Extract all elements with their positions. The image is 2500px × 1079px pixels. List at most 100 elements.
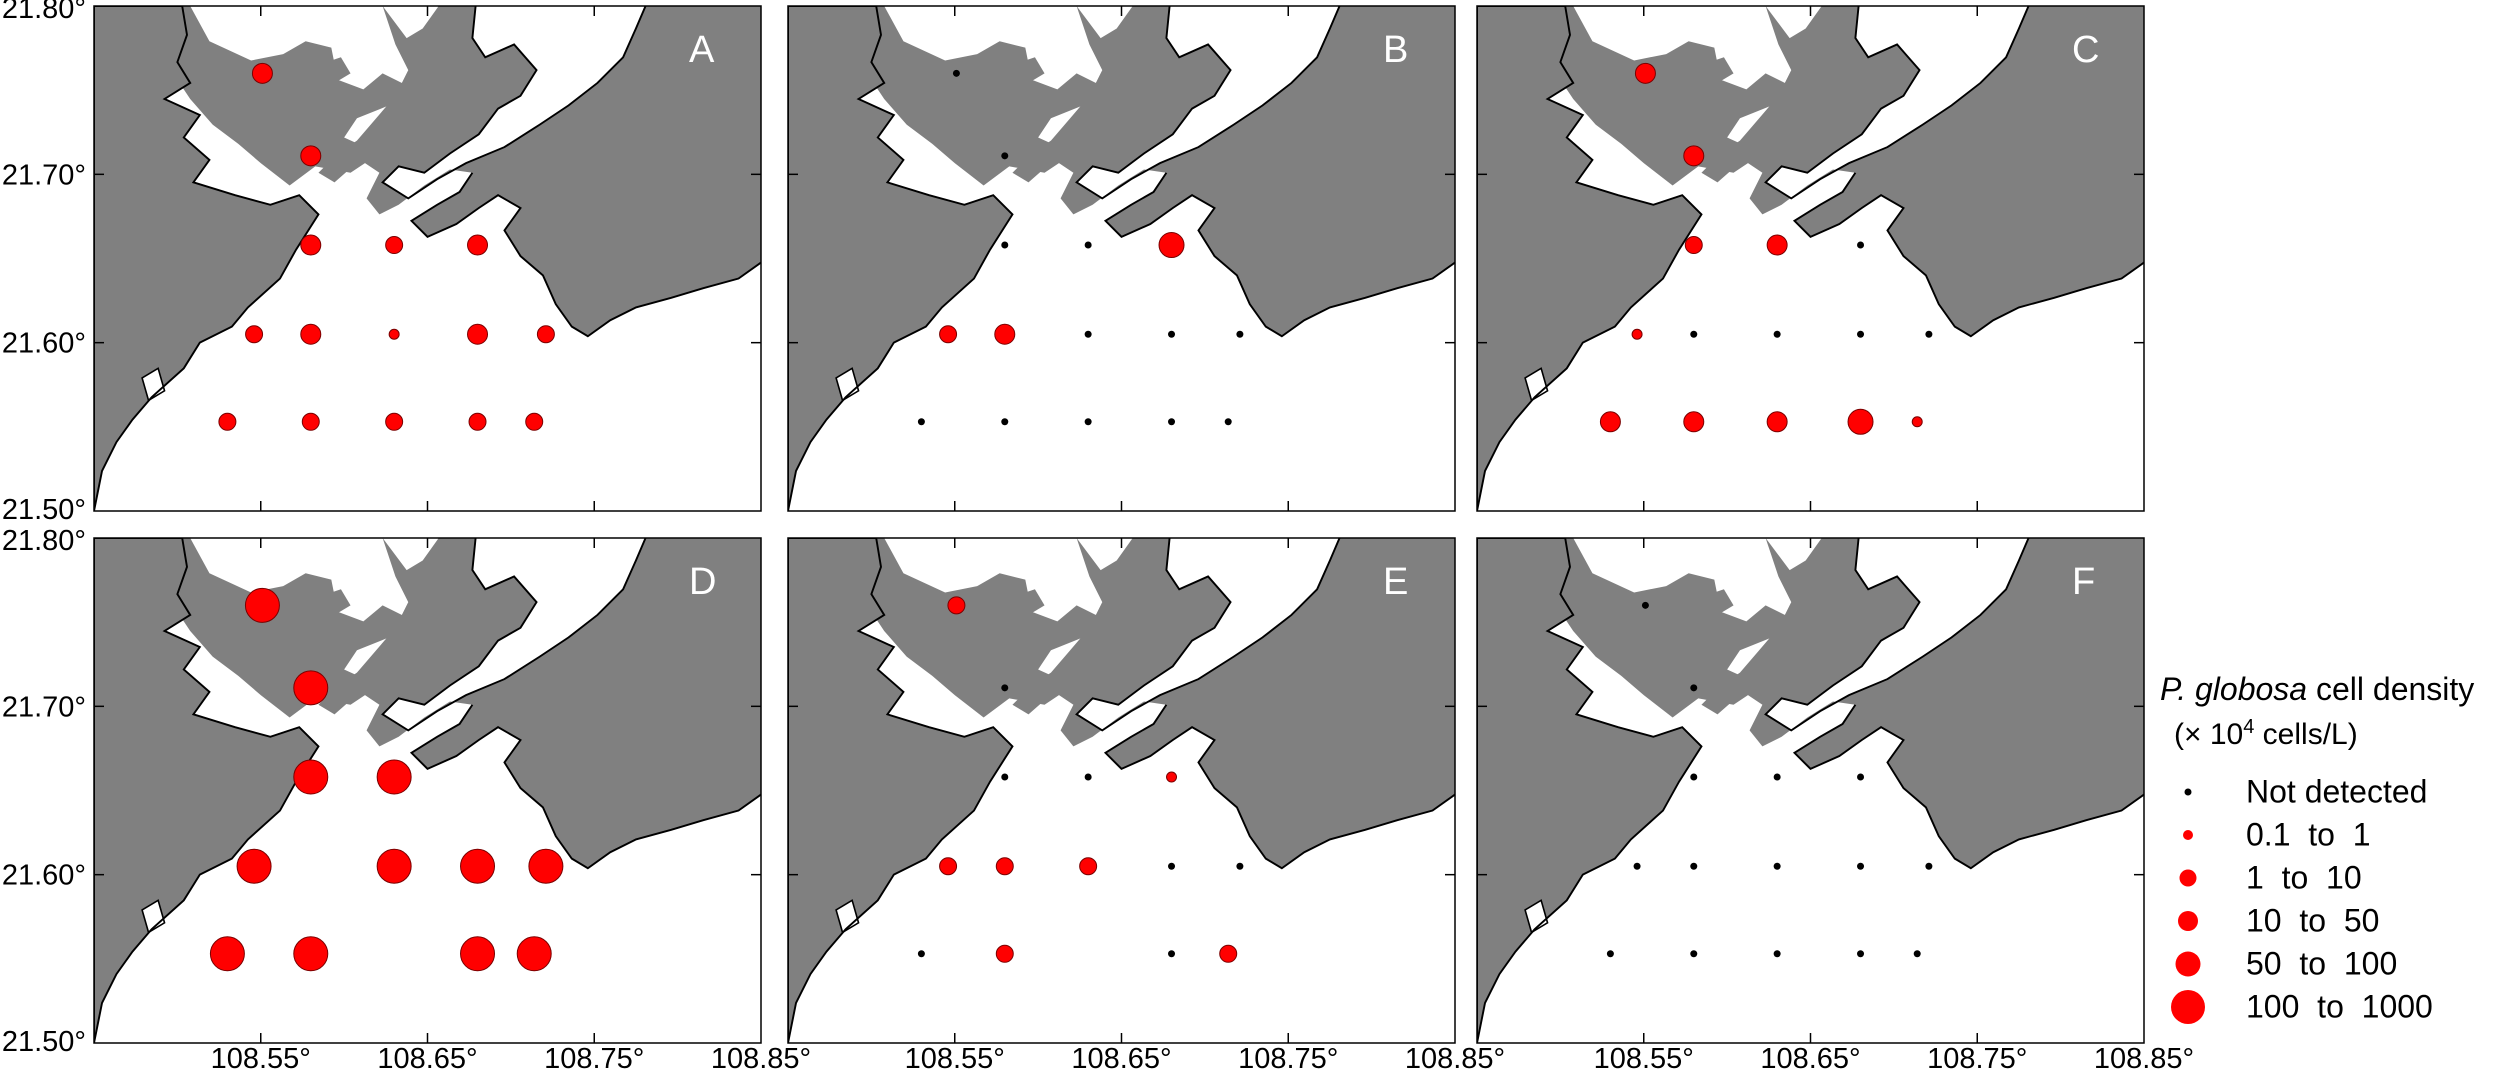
- station-point-density-3: [300, 323, 322, 345]
- station-point-density-2: [525, 412, 544, 431]
- x-tick-label: 108.55°: [905, 1043, 1005, 1075]
- legend-symbol-density-3: [2178, 910, 2198, 931]
- station-point-not-detected: [1084, 330, 1092, 338]
- x-tick-label: 108.75°: [1238, 1043, 1338, 1075]
- station-point-density-3: [1634, 62, 1656, 84]
- station-point-not-detected: [1168, 330, 1176, 338]
- y-tick-label: 21.60°: [2, 860, 86, 892]
- y-tick-label: 21.60°: [2, 328, 86, 360]
- station-point-not-detected: [1224, 418, 1232, 426]
- legend-unit-suffix: cells/L): [2254, 718, 2358, 751]
- legend-label: 10 to 50: [2246, 902, 2380, 938]
- station-point-density-2: [1219, 944, 1238, 963]
- station-point-not-detected: [1690, 773, 1698, 781]
- legend-symbol-density-5: [2171, 989, 2205, 1024]
- station-point-density-3: [467, 234, 489, 256]
- x-tick-label: 108.65°: [1760, 1043, 1860, 1075]
- legend-symbol-density-2: [2179, 869, 2197, 886]
- station-point-density-5: [293, 759, 329, 795]
- panel-label: D: [689, 561, 716, 603]
- station-point-density-3: [1599, 411, 1621, 433]
- station-point-not-detected: [1857, 773, 1865, 781]
- station-point-not-detected: [1857, 950, 1865, 958]
- station-point-density-2: [536, 325, 555, 344]
- y-tick-label: 21.80°: [2, 525, 86, 557]
- panel-label: B: [1383, 29, 1408, 71]
- y-tick-label: 21.50°: [2, 494, 86, 526]
- station-point-not-detected: [1236, 330, 1244, 338]
- y-tick-label: 21.80°: [2, 0, 86, 25]
- legend-symbol-density-4: [2175, 951, 2201, 976]
- y-tick-label: 21.70°: [2, 691, 86, 723]
- legend-row: 1 to 10: [2160, 856, 2500, 899]
- station-point-not-detected: [952, 69, 960, 77]
- station-point-not-detected: [917, 418, 925, 426]
- legend-label: 1 to 10: [2246, 859, 2362, 895]
- station-point-density-5: [209, 936, 245, 972]
- panel-label: F: [2072, 561, 2095, 603]
- station-point-density-3: [1683, 145, 1705, 167]
- legend-rows: Not detected 0.1 to 1 1 to 10 10 to 50 50 to…: [2160, 770, 2500, 1028]
- x-tick-label: 108.65°: [377, 1043, 477, 1075]
- station-point-density-2: [947, 596, 966, 615]
- station-point-density-4: [1847, 408, 1874, 435]
- x-tick-label: 108.85°: [1405, 1043, 1505, 1075]
- station-point-not-detected: [1773, 950, 1781, 958]
- y-axis: 21.80°21.70°21.60°21.50°21.80°21.70°21.6…: [2, 0, 86, 1058]
- station-point-not-detected: [1168, 950, 1176, 958]
- x-tick-label: 108.55°: [1594, 1043, 1694, 1075]
- station-point-density-5: [376, 848, 412, 884]
- legend-row: 100 to 1000: [2160, 985, 2500, 1028]
- station-point-not-detected: [1606, 950, 1614, 958]
- legend-row: 50 to 100: [2160, 942, 2500, 985]
- map-panel-a: A: [93, 5, 762, 512]
- station-point-not-detected: [1773, 773, 1781, 781]
- legend-label: Not detected: [2246, 773, 2428, 809]
- map-panel-f: F: [1476, 537, 2145, 1044]
- x-tick-label: 108.55°: [211, 1043, 311, 1075]
- legend-label: 100 to 1000: [2246, 988, 2433, 1024]
- station-point-density-5: [236, 848, 272, 884]
- station-point-not-detected: [1001, 418, 1009, 426]
- panels: A B C D E F: [93, 5, 2145, 1044]
- panel-label: C: [2072, 29, 2099, 71]
- station-point-density-3: [1766, 234, 1788, 256]
- y-tick-label: 21.50°: [2, 1026, 86, 1058]
- station-point-density-2: [1684, 236, 1703, 255]
- station-point-density-2: [301, 412, 320, 431]
- station-point-density-2: [245, 325, 264, 344]
- panel-label: E: [1383, 561, 1408, 603]
- station-point-not-detected: [1773, 862, 1781, 870]
- station-point-not-detected: [1168, 862, 1176, 870]
- station-point-not-detected: [1857, 330, 1865, 338]
- station-point-density-2: [468, 412, 487, 431]
- map-panel-c: C: [1476, 5, 2145, 512]
- station-point-density-5: [293, 936, 329, 972]
- station-point-not-detected: [1690, 684, 1698, 692]
- station-point-density-1: [1166, 771, 1178, 783]
- map-panel-d: D: [93, 537, 762, 1044]
- station-point-density-5: [460, 936, 496, 972]
- legend-label: 50 to 100: [2246, 945, 2398, 981]
- station-point-not-detected: [1084, 418, 1092, 426]
- x-axis: 108.55° 108.65° 108.75° 108.85° 108.55° 108.6…: [211, 1043, 2195, 1075]
- legend-symbol-density-1: [2183, 829, 2193, 840]
- station-point-not-detected: [1001, 684, 1009, 692]
- station-point-not-detected: [1857, 862, 1865, 870]
- x-tick-label: 108.85°: [711, 1043, 811, 1075]
- station-point-density-4: [1158, 232, 1185, 259]
- station-point-density-3: [251, 62, 273, 84]
- station-point-density-5: [516, 936, 552, 972]
- x-tick-label: 108.75°: [544, 1043, 644, 1075]
- station-point-density-2: [995, 857, 1014, 876]
- station-point-not-detected: [1925, 330, 1933, 338]
- y-tick-label: 21.70°: [2, 159, 86, 191]
- station-point-density-2: [995, 944, 1014, 963]
- station-point-density-2: [385, 236, 404, 255]
- station-point-density-3: [300, 234, 322, 256]
- station-point-not-detected: [1857, 241, 1865, 249]
- station-point-density-5: [293, 670, 329, 706]
- station-point-density-5: [460, 848, 496, 884]
- map-panel-e: E: [787, 537, 1456, 1044]
- station-point-not-detected: [1773, 330, 1781, 338]
